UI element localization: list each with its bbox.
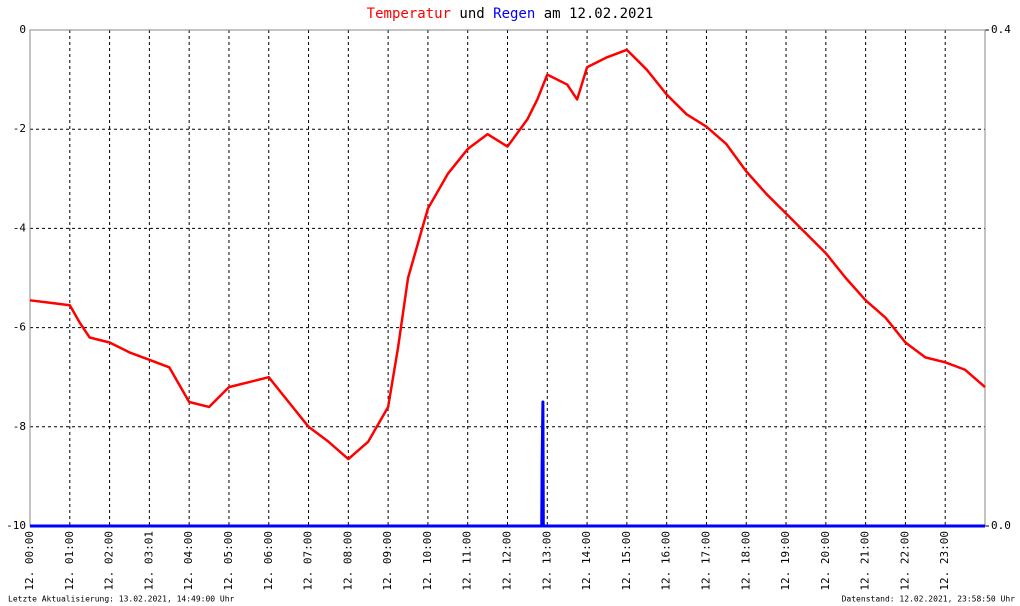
x-tick-label: 12. 23:00 (938, 531, 951, 591)
x-tick-label: 12. 20:00 (819, 531, 832, 591)
y-tick-label: -2 (13, 122, 26, 135)
x-tick-label: 12. 11:00 (461, 531, 474, 591)
title-suffix: am 12.02.2021 (544, 6, 654, 22)
x-tick-label: 12. 03:01 (142, 531, 155, 591)
series-line (29, 48, 986, 461)
x-tick-label: 12. 01:00 (63, 531, 76, 591)
x-tick-label: 12. 06:00 (262, 531, 275, 591)
title-connector: und (459, 6, 484, 22)
x-tick-label: 12. 05:00 (222, 531, 235, 591)
x-tick-label: 12. 07:00 (302, 531, 315, 591)
x-tick-label: 12. 18:00 (739, 531, 752, 591)
y-tick-label: -6 (13, 321, 26, 334)
y-tick-label: -8 (13, 420, 26, 433)
x-tick-label: 12. 12:00 (501, 531, 514, 591)
footer-left: Letzte Aktualisierung: 13.02.2021, 14:49… (8, 595, 235, 604)
title-rain: Regen (493, 6, 535, 22)
x-tick-label: 12. 22:00 (898, 531, 911, 591)
y-tick-label: -4 (13, 221, 27, 234)
title-temp: Temperatur (367, 6, 451, 22)
x-tick-label: 12. 14:00 (580, 531, 593, 591)
x-tick-label: 12. 17:00 (699, 531, 712, 591)
x-tick-label: 12. 16:00 (660, 531, 673, 591)
x-tick-label: 12. 09:00 (381, 531, 394, 591)
series-line (30, 400, 985, 528)
y2-tick-label: 0.0 (991, 519, 1011, 532)
x-tick-label: 12. 21:00 (859, 531, 872, 591)
chart-title: Temperatur und Regen am 12.02.2021 (367, 6, 654, 22)
y2-tick-label: 0.4 (991, 23, 1011, 36)
x-tick-label: 12. 04:00 (182, 531, 195, 591)
x-tick-label: 12. 19:00 (779, 531, 792, 591)
x-tick-label: 12. 15:00 (620, 531, 633, 591)
x-tick-label: 12. 13:00 (540, 531, 553, 591)
x-tick-label: 12. 08:00 (341, 531, 354, 591)
y-tick-label: 0 (19, 23, 26, 36)
x-tick-label: 12. 10:00 (421, 531, 434, 591)
footer-right: Datenstand: 12.02.2021, 23:58:50 Uhr (842, 595, 1016, 604)
x-tick-label: 12. 00:00 (23, 531, 36, 591)
y-tick-label: -10 (6, 519, 26, 532)
x-tick-label: 12. 02:00 (103, 531, 116, 591)
